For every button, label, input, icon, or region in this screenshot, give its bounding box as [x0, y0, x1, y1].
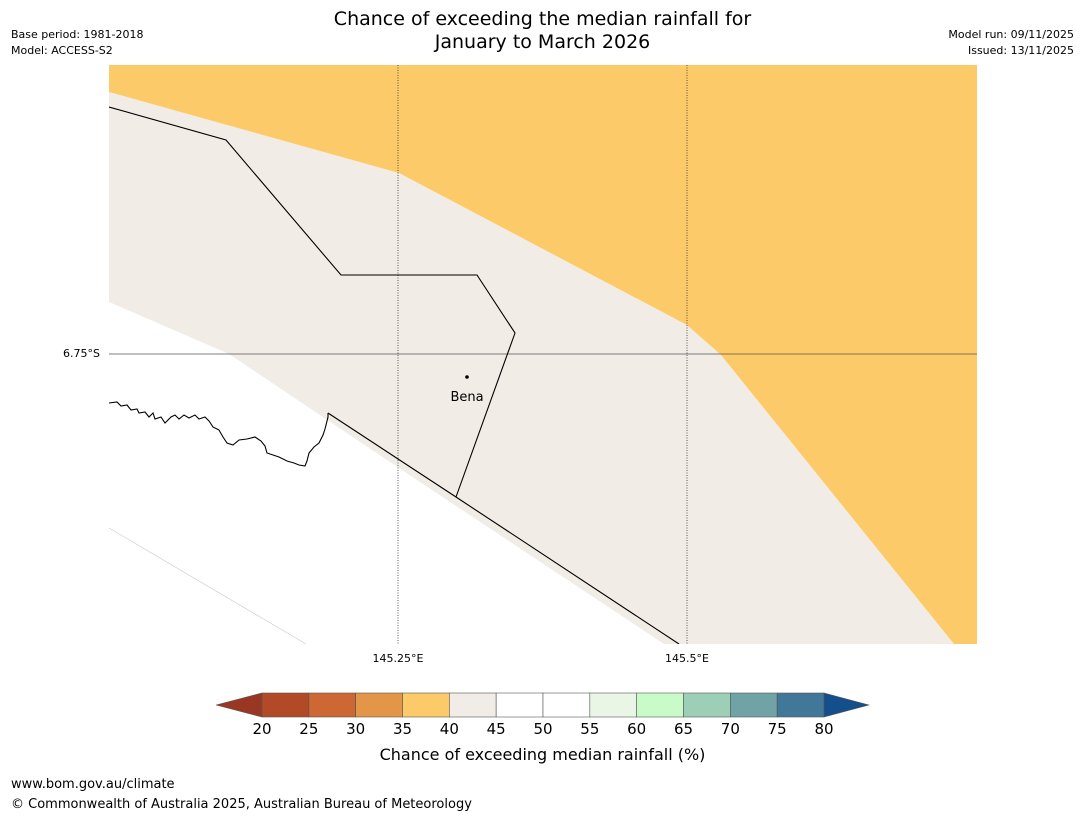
colorbar-ticks: 20 25 30 35 40 45 50 55 60 65 70 75 80 [0, 720, 1085, 740]
band-35-40 [109, 65, 977, 644]
footer-url[interactable]: www.bom.gov.au/climate [11, 777, 175, 792]
colorbar-tick-50: 50 [533, 720, 553, 738]
colorbar-bin-65-70 [683, 692, 731, 718]
colorbar-tick-70: 70 [720, 720, 740, 738]
colorbar-over-arrow [823, 692, 871, 718]
title-line-2: January to March 2026 [434, 31, 651, 53]
base-period: Base period: 1981-2018 [11, 28, 144, 41]
colorbar-bin-45-50 [495, 692, 544, 718]
colorbar [214, 692, 871, 724]
colorbar-bin-25-30 [308, 692, 356, 718]
colorbar-tick-40: 40 [439, 720, 459, 738]
town-label-bena: Bena [450, 390, 483, 405]
colorbar-tick-75: 75 [767, 720, 787, 738]
colorbar-tick-60: 60 [627, 720, 647, 738]
colorbar-tick-80: 80 [814, 720, 834, 738]
colorbar-bin-70-75 [730, 692, 778, 718]
province-boundary [109, 106, 516, 498]
coastline [109, 401, 329, 467]
band-40-45 [109, 92, 954, 644]
map-panel[interactable]: Bena [109, 65, 977, 644]
colorbar-tick-35: 35 [392, 720, 413, 738]
colorbar-label: Chance of exceeding median rainfall (%) [379, 745, 706, 764]
model-name: Model: ACCESS-S2 [11, 44, 113, 57]
colorbar-tick-25: 25 [299, 720, 319, 738]
colorbar-tick-65: 65 [673, 720, 694, 738]
footer-copyright: © Commonwealth of Australia 2025, Austra… [11, 797, 472, 812]
colorbar-bin-20-25 [261, 692, 310, 718]
lon-label-145-5: 145.5°E [665, 652, 709, 665]
map-canvas[interactable]: Bena [109, 65, 977, 644]
lon-label-145-25: 145.25°E [372, 652, 424, 665]
title-line-1: Chance of exceeding the median rainfall … [333, 8, 752, 30]
colorbar-bin-75-80 [776, 692, 825, 718]
footer: www.bom.gov.au/climate © Commonwealth of… [11, 775, 472, 815]
colorbar-tick-55: 55 [580, 720, 600, 738]
colorbar-under-arrow [214, 692, 263, 718]
town-marker-bena[interactable] [465, 375, 469, 379]
colorbar-tick-30: 30 [346, 720, 366, 738]
meta-left: Base period: 1981-2018 Model: ACCESS-S2 [11, 27, 143, 59]
colorbar-tick-20: 20 [252, 720, 272, 738]
colorbar-bin-50-55 [542, 692, 591, 718]
province-boundary-south [327, 412, 680, 644]
colorbar-bin-60-65 [636, 692, 684, 718]
colorbar-bin-30-35 [355, 692, 403, 718]
colorbar-bin-55-60 [589, 692, 637, 718]
colorbar-tick-45: 45 [486, 720, 506, 738]
contour-line [109, 527, 307, 644]
colorbar-bin-40-45 [449, 692, 497, 718]
map-title: Chance of exceeding the median rainfall … [0, 8, 1085, 54]
model-run: Model run: 09/11/2025 [948, 28, 1074, 41]
colorbar-bin-35-40 [402, 692, 450, 718]
lat-label: 6.75°S [63, 347, 100, 360]
issued-date: Issued: 13/11/2025 [967, 44, 1074, 57]
meta-right: Model run: 09/11/2025 Issued: 13/11/2025 [948, 27, 1074, 59]
colorbar-svg [214, 692, 871, 718]
